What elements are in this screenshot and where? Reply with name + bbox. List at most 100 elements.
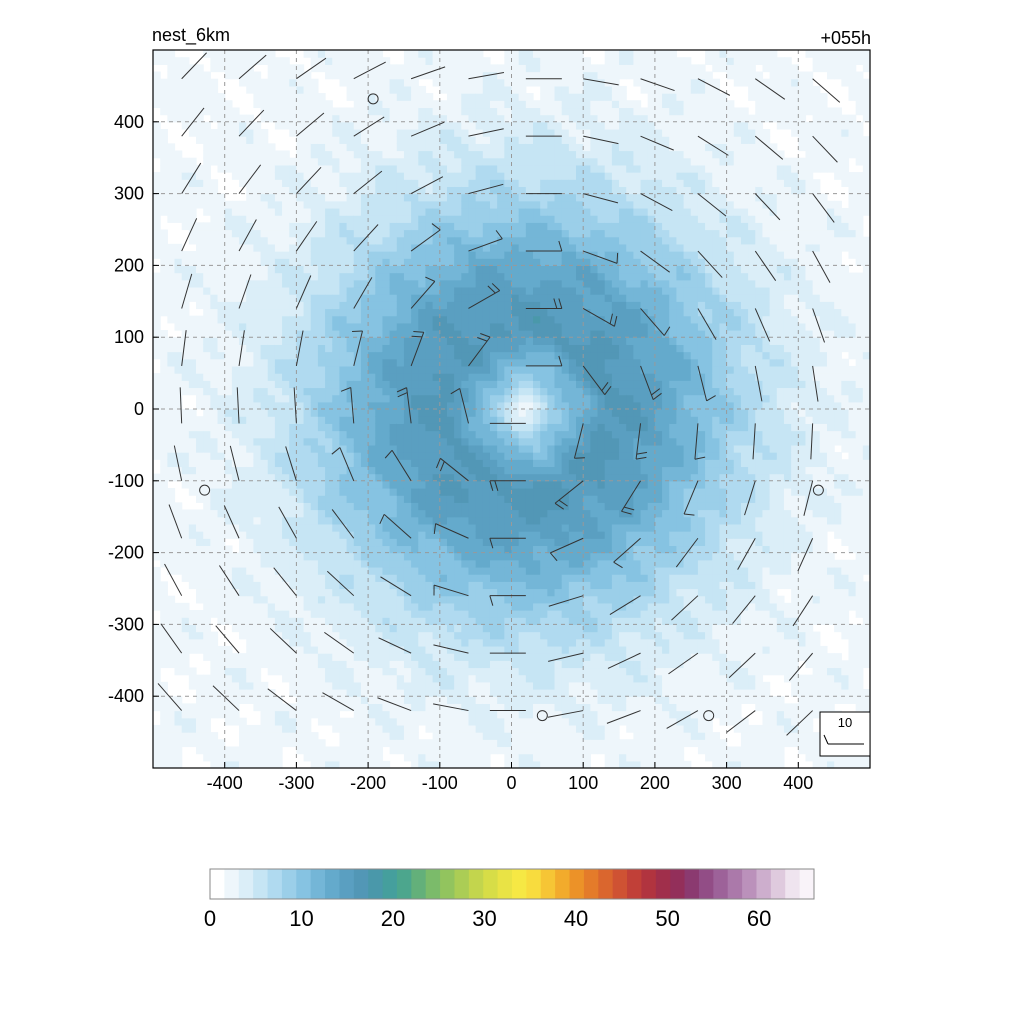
field-cell	[446, 480, 455, 489]
field-cell	[296, 380, 305, 389]
field-cell	[167, 272, 176, 281]
field-cell	[475, 495, 484, 503]
field-cell	[339, 193, 348, 202]
field-cell	[210, 358, 219, 367]
field-cell	[181, 437, 190, 446]
field-cell	[482, 93, 491, 101]
field-cell	[282, 279, 290, 288]
field-cell	[231, 444, 240, 453]
field-cell	[446, 531, 455, 539]
field-cell	[267, 272, 276, 281]
field-cell	[217, 279, 226, 288]
field-cell	[511, 645, 520, 654]
field-cell	[439, 466, 448, 475]
field-cell	[303, 689, 312, 697]
field-cell	[425, 50, 434, 58]
field-cell	[289, 689, 297, 697]
field-cell	[461, 610, 470, 618]
field-cell	[253, 631, 262, 640]
field-cell	[418, 272, 427, 281]
field-cell	[497, 207, 505, 216]
field-cell	[446, 574, 455, 582]
field-cell	[289, 545, 297, 554]
field-cell	[224, 251, 233, 259]
field-cell	[274, 552, 283, 561]
field-cell	[203, 322, 211, 331]
field-cell	[332, 667, 341, 676]
field-cell	[253, 150, 262, 159]
field-cell	[153, 430, 161, 439]
field-cell	[282, 581, 290, 590]
field-cell	[310, 667, 319, 676]
field-cell	[346, 164, 355, 173]
field-cell	[425, 193, 434, 202]
field-cell	[454, 121, 462, 130]
field-cell	[181, 430, 190, 439]
field-cell	[511, 595, 520, 604]
field-cell	[432, 315, 441, 324]
field-cell	[310, 229, 319, 238]
field-cell	[475, 703, 484, 712]
field-cell	[375, 114, 384, 123]
field-cell	[468, 480, 477, 489]
field-cell	[360, 645, 369, 654]
field-cell	[317, 121, 326, 130]
field-cell	[217, 344, 226, 353]
field-cell	[418, 164, 427, 173]
field-cell	[382, 157, 391, 166]
field-cell	[511, 229, 520, 238]
field-cell	[153, 286, 161, 295]
field-cell	[260, 401, 269, 410]
field-cell	[239, 136, 247, 144]
field-cell	[274, 272, 283, 281]
field-cell	[454, 143, 462, 152]
field-cell	[411, 272, 419, 281]
field-cell	[475, 409, 484, 417]
field-cell	[482, 308, 491, 317]
field-cell	[454, 574, 462, 582]
field-cell	[332, 128, 341, 137]
field-cell	[382, 337, 391, 345]
field-cell	[353, 631, 362, 640]
field-cell	[525, 330, 534, 338]
field-cell	[504, 638, 513, 647]
field-cell	[360, 423, 369, 432]
field-cell	[210, 631, 219, 640]
field-cell	[504, 523, 513, 532]
field-cell	[368, 294, 376, 302]
field-cell	[289, 200, 297, 209]
field-cell	[217, 229, 226, 238]
field-cell	[310, 430, 319, 439]
field-cell	[188, 265, 197, 274]
field-cell	[325, 128, 333, 137]
field-cell	[253, 136, 262, 144]
field-cell	[174, 179, 183, 188]
field-cell	[418, 258, 427, 266]
field-cell	[317, 294, 326, 302]
field-cell	[439, 559, 448, 568]
field-cell	[203, 229, 211, 238]
field-cell	[518, 660, 527, 669]
field-cell	[403, 294, 412, 302]
field-cell	[504, 674, 513, 683]
field-cell	[403, 200, 412, 209]
field-cell	[303, 717, 312, 726]
field-cell	[346, 71, 355, 80]
field-cell	[497, 588, 505, 597]
field-cell	[461, 653, 470, 661]
field-cell	[382, 193, 391, 202]
field-cell	[167, 50, 176, 58]
field-cell	[454, 164, 462, 173]
field-cell	[382, 128, 391, 137]
field-cell	[260, 164, 269, 173]
field-cell	[203, 423, 211, 432]
field-cell	[482, 85, 491, 94]
field-cell	[296, 164, 305, 173]
field-cell	[260, 136, 269, 144]
field-cell	[167, 93, 176, 101]
field-cell	[346, 179, 355, 188]
field-cell	[454, 473, 462, 482]
field-cell	[489, 186, 498, 195]
field-cell	[411, 164, 419, 173]
field-cell	[432, 617, 441, 625]
